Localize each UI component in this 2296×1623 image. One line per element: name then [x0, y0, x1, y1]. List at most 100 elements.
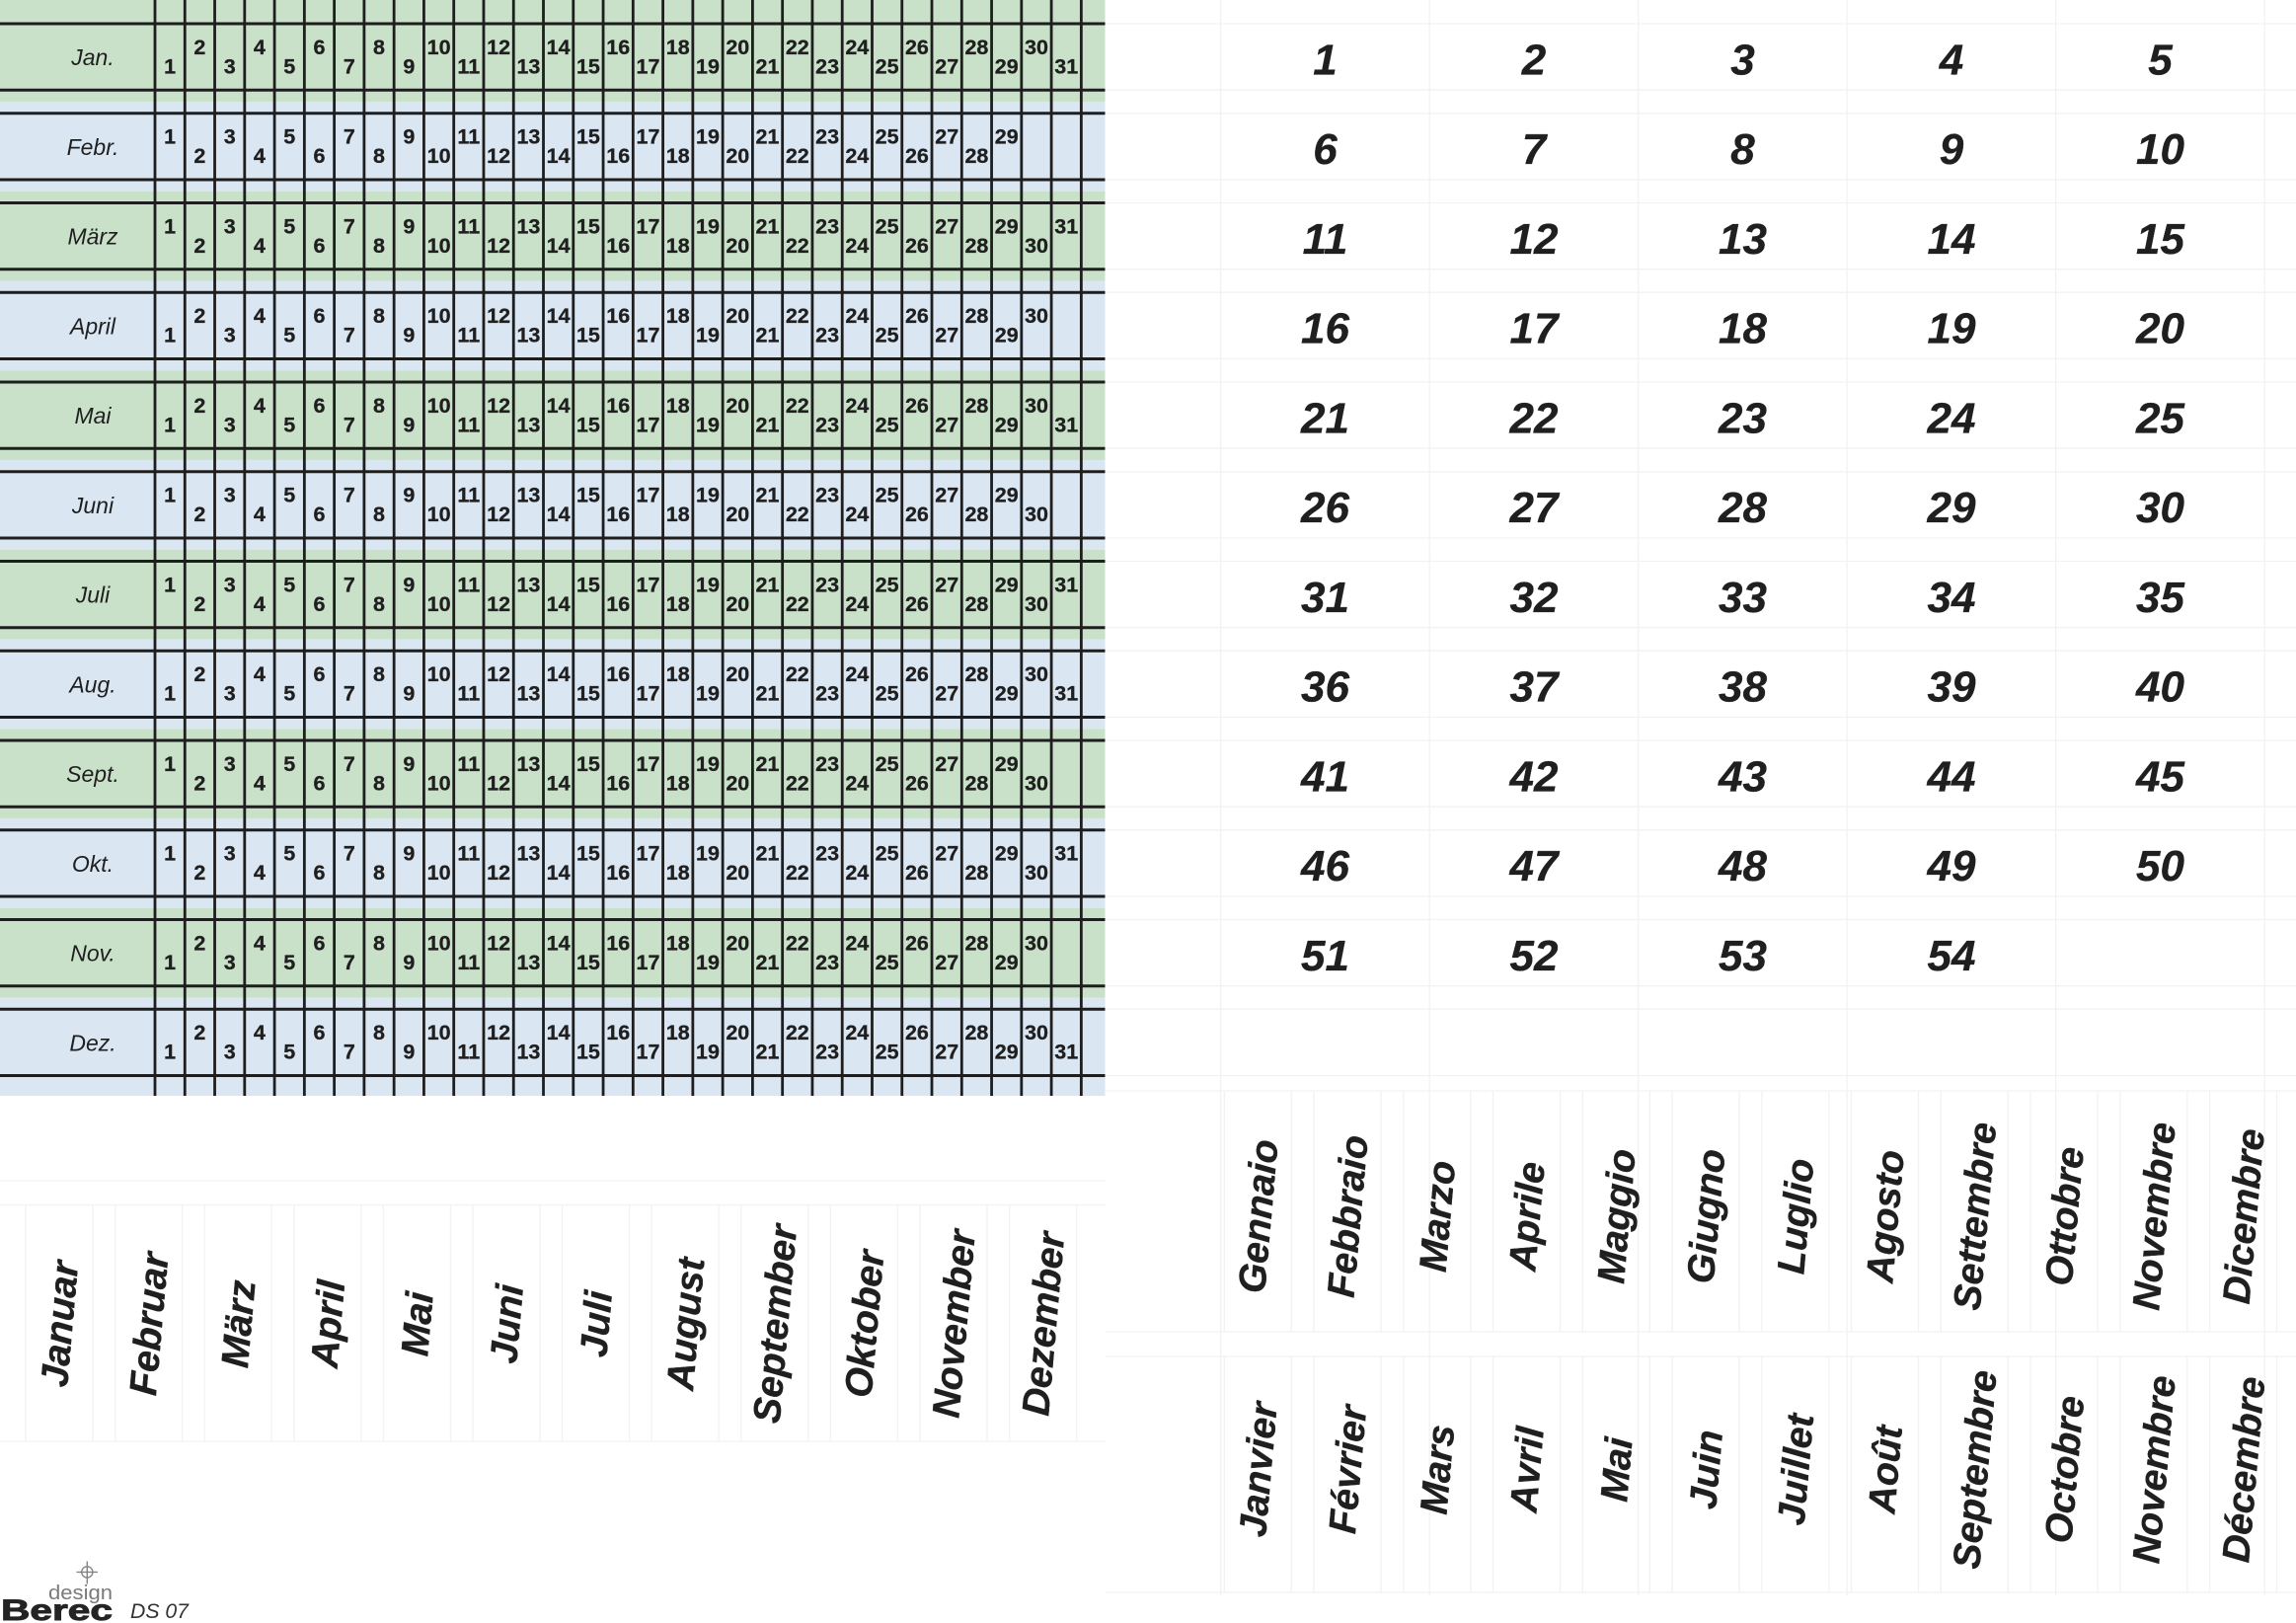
svg-text:März: März	[214, 1277, 265, 1369]
svg-text:18: 18	[666, 662, 690, 686]
svg-text:26: 26	[905, 144, 929, 168]
svg-text:Aprile: Aprile	[1501, 1160, 1554, 1274]
svg-text:21: 21	[756, 484, 780, 507]
svg-text:29: 29	[995, 484, 1019, 507]
svg-text:14: 14	[547, 592, 571, 616]
svg-text:1: 1	[164, 54, 176, 78]
svg-text:30: 30	[1025, 502, 1048, 526]
svg-text:4: 4	[254, 304, 266, 328]
svg-text:9: 9	[403, 484, 415, 507]
svg-text:17: 17	[637, 214, 660, 238]
svg-text:26: 26	[905, 662, 929, 686]
svg-text:31: 31	[1054, 413, 1078, 436]
svg-text:15: 15	[2136, 215, 2184, 264]
svg-text:19: 19	[696, 54, 720, 78]
svg-text:3: 3	[224, 951, 236, 974]
svg-text:24: 24	[845, 234, 869, 258]
svg-text:Août: Août	[1861, 1422, 1911, 1515]
svg-text:31: 31	[1054, 1041, 1078, 1064]
svg-text:23: 23	[815, 573, 839, 596]
svg-text:5: 5	[283, 682, 295, 706]
svg-text:17: 17	[637, 1041, 660, 1064]
svg-text:9: 9	[403, 573, 415, 596]
svg-text:11: 11	[457, 125, 480, 149]
svg-text:4: 4	[254, 931, 266, 955]
svg-text:26: 26	[905, 861, 929, 885]
svg-text:17: 17	[637, 682, 660, 706]
svg-text:53: 53	[1719, 932, 1767, 980]
svg-text:15: 15	[576, 214, 600, 238]
svg-text:28: 28	[964, 234, 988, 258]
svg-text:7: 7	[344, 951, 355, 974]
svg-text:12: 12	[487, 592, 510, 616]
svg-text:18: 18	[666, 502, 690, 526]
svg-text:29: 29	[995, 682, 1019, 706]
svg-text:11: 11	[1303, 215, 1348, 264]
svg-text:3: 3	[224, 125, 236, 149]
svg-text:41: 41	[1300, 752, 1349, 801]
svg-text:4: 4	[254, 36, 266, 59]
svg-text:13: 13	[516, 682, 540, 706]
svg-text:43: 43	[1718, 752, 1767, 801]
svg-text:27: 27	[935, 125, 958, 149]
svg-text:15: 15	[576, 682, 600, 706]
svg-text:9: 9	[403, 413, 415, 436]
svg-text:24: 24	[845, 861, 869, 885]
svg-text:3: 3	[1730, 36, 1754, 84]
svg-text:21: 21	[1300, 394, 1349, 442]
svg-text:8: 8	[1730, 125, 1755, 174]
svg-text:13: 13	[516, 54, 540, 78]
svg-text:9: 9	[403, 842, 415, 866]
svg-text:Okt.: Okt.	[72, 851, 114, 877]
svg-text:4: 4	[254, 662, 266, 686]
svg-text:3: 3	[224, 752, 236, 776]
svg-text:1: 1	[164, 951, 176, 974]
svg-text:19: 19	[696, 842, 720, 866]
svg-text:4: 4	[254, 1021, 266, 1044]
svg-text:31: 31	[1054, 573, 1078, 596]
svg-text:20: 20	[726, 144, 749, 168]
svg-text:3: 3	[224, 484, 236, 507]
svg-text:26: 26	[905, 1021, 929, 1044]
svg-text:46: 46	[1300, 842, 1349, 890]
svg-text:Juillet: Juillet	[1771, 1411, 1823, 1527]
svg-text:10: 10	[427, 1021, 451, 1044]
svg-text:DS 07: DS 07	[130, 1599, 190, 1623]
svg-text:27: 27	[935, 54, 958, 78]
svg-text:28: 28	[964, 502, 988, 526]
svg-text:20: 20	[726, 662, 749, 686]
svg-text:5: 5	[283, 1041, 295, 1064]
svg-text:19: 19	[696, 573, 720, 596]
svg-text:18: 18	[666, 592, 690, 616]
svg-text:19: 19	[696, 951, 720, 974]
svg-text:30: 30	[1025, 394, 1048, 418]
svg-text:26: 26	[905, 771, 929, 795]
svg-text:10: 10	[427, 502, 451, 526]
svg-text:15: 15	[576, 951, 600, 974]
svg-text:31: 31	[1054, 214, 1078, 238]
svg-text:40: 40	[2135, 663, 2184, 712]
svg-text:1: 1	[164, 1041, 176, 1064]
svg-text:19: 19	[696, 125, 720, 149]
svg-text:8: 8	[373, 771, 385, 795]
svg-text:6: 6	[314, 502, 326, 526]
svg-text:23: 23	[815, 214, 839, 238]
svg-text:21: 21	[756, 951, 780, 974]
svg-text:11: 11	[457, 573, 480, 596]
svg-text:Mai: Mai	[1593, 1434, 1642, 1504]
svg-text:18: 18	[666, 931, 690, 955]
svg-text:Berec: Berec	[1, 1594, 113, 1623]
svg-text:15: 15	[576, 484, 600, 507]
svg-text:28: 28	[964, 662, 988, 686]
svg-text:14: 14	[1928, 215, 1976, 264]
svg-text:2: 2	[193, 931, 205, 955]
svg-text:27: 27	[935, 951, 958, 974]
svg-text:26: 26	[905, 36, 929, 59]
svg-text:9: 9	[403, 951, 415, 974]
svg-text:4: 4	[254, 502, 266, 526]
svg-text:21: 21	[756, 682, 780, 706]
svg-text:28: 28	[964, 304, 988, 328]
svg-text:12: 12	[487, 234, 510, 258]
svg-text:30: 30	[1025, 861, 1048, 885]
svg-text:25: 25	[876, 752, 899, 776]
